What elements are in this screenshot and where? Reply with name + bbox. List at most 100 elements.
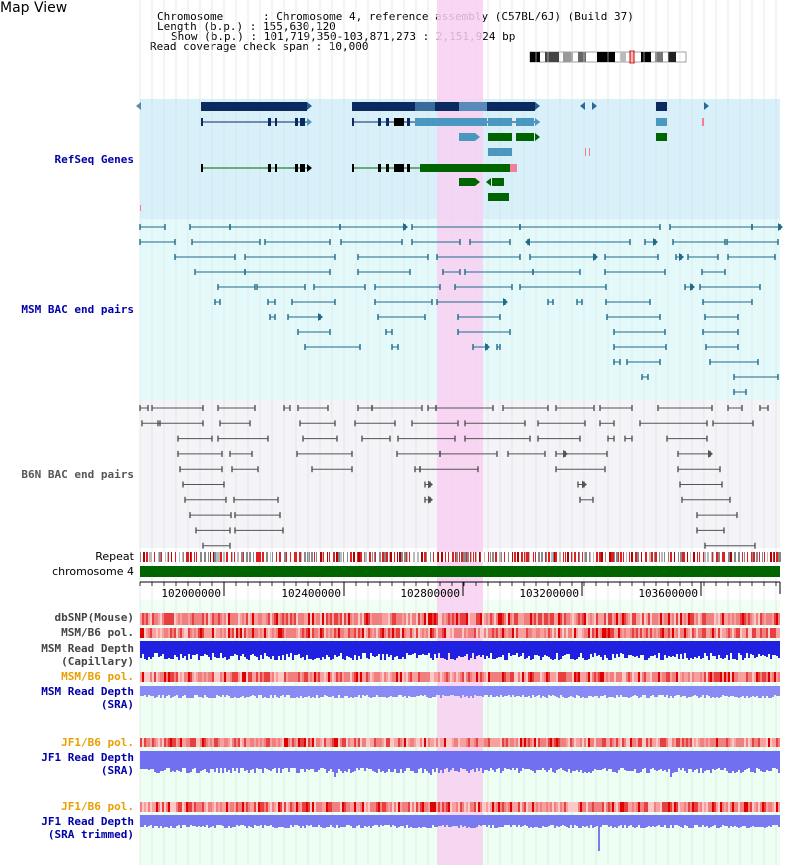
dbsnp-cell bbox=[180, 613, 182, 625]
jf1-depth-sra-bar bbox=[742, 751, 744, 772]
highlight-region[interactable] bbox=[437, 0, 483, 865]
msm-depth-sra-bar bbox=[308, 686, 310, 696]
label-jf1-read-depth-sra[interactable]: JF1 Read Depth bbox=[41, 751, 134, 764]
repeat-element bbox=[484, 552, 485, 562]
dbsnp-cell bbox=[712, 613, 714, 625]
msm-depth-cap-bar bbox=[272, 641, 274, 656]
jf1-depth-sra-bar bbox=[736, 751, 738, 772]
msm-depth-cap-bar bbox=[544, 641, 546, 655]
label-refseq-genes[interactable]: RefSeq Genes bbox=[54, 153, 134, 166]
gene-exon bbox=[488, 118, 512, 126]
repeat-element bbox=[370, 552, 371, 562]
jf1-depth-sra-bar bbox=[340, 751, 342, 771]
jf1-b6-pol-trim-cell bbox=[614, 802, 616, 812]
gene-exon bbox=[516, 133, 534, 141]
jf1-depth-trim-bar bbox=[166, 815, 168, 827]
msm-depth-cap-bar bbox=[542, 641, 544, 657]
msm-depth-sra-bar bbox=[712, 686, 714, 697]
jf1-depth-trim-bar bbox=[490, 815, 492, 828]
jf1-b6-pol-sra-cell bbox=[352, 738, 354, 747]
label-jf1-read-depth-trim[interactable]: JF1 Read Depth bbox=[41, 815, 134, 828]
msm-depth-sra-bar bbox=[410, 686, 412, 697]
gene-exon bbox=[407, 118, 410, 126]
jf1-depth-sra-bar bbox=[354, 751, 356, 771]
label-msm-read-depth-cap[interactable]: MSM Read Depth bbox=[41, 642, 134, 655]
jf1-b6-pol-sra-cell bbox=[682, 738, 684, 747]
gene-exon bbox=[268, 164, 271, 172]
msm-depth-sra-bar bbox=[328, 686, 330, 697]
msm-b6-pol-sra-cell bbox=[414, 672, 416, 682]
msm-b6-pol-sra-cell bbox=[440, 672, 442, 682]
read-depth-tracks[interactable] bbox=[140, 641, 780, 851]
msm-depth-cap-bar bbox=[686, 641, 688, 658]
msm-depth-sra-bar bbox=[704, 686, 706, 698]
dbsnp-cell bbox=[678, 613, 680, 625]
msm-depth-cap-bar bbox=[718, 641, 720, 655]
jf1-depth-sra-bar bbox=[306, 751, 308, 769]
dbsnp-cell bbox=[256, 613, 258, 625]
refseq-genes[interactable] bbox=[136, 102, 709, 211]
chromosome-bar[interactable] bbox=[140, 566, 780, 577]
msm-bac-pairs[interactable] bbox=[139, 223, 783, 395]
jf1-b6-pol-trim-cell bbox=[512, 802, 514, 812]
jf1-depth-sra-bar bbox=[734, 751, 736, 773]
label-msm-b6-pol-sra[interactable]: MSM/B6 pol. bbox=[61, 670, 134, 683]
jf1-depth-trim-bar bbox=[544, 815, 546, 827]
dbsnp-cell bbox=[284, 613, 286, 625]
jf1-depth-trim-bar bbox=[182, 815, 184, 825]
jf1-depth-sra-bar bbox=[540, 751, 542, 770]
jf1-b6-pol-trim-cell bbox=[668, 802, 670, 812]
jf1-depth-trim-bar bbox=[680, 815, 682, 827]
label-jf1-b6-pol-sra[interactable]: JF1/B6 pol. bbox=[61, 736, 134, 749]
label-msm-b6-pol[interactable]: MSM/B6 pol. bbox=[61, 626, 134, 639]
jf1-depth-sra-bar bbox=[704, 751, 706, 771]
label-msm-read-depth-sra[interactable]: MSM Read Depth bbox=[41, 685, 134, 698]
dbsnp-cell bbox=[428, 613, 430, 625]
jf1-depth-trim-bar bbox=[370, 815, 372, 828]
jf1-b6-pol-trim-cell bbox=[640, 802, 642, 812]
msm-b6-pol-sra-cell bbox=[250, 672, 252, 682]
jf1-depth-trim-bar bbox=[294, 815, 296, 825]
msm-depth-sra-bar bbox=[420, 686, 422, 695]
jf1-b6-pol-sra-cell bbox=[356, 738, 358, 747]
jf1-depth-trim-bar bbox=[638, 815, 640, 825]
msm-depth-cap-bar bbox=[344, 641, 346, 660]
dbsnp-cell bbox=[738, 613, 740, 625]
msm-depth-sra-bar bbox=[494, 686, 496, 697]
label-dbsnp[interactable]: dbSNP(Mouse) bbox=[54, 611, 134, 624]
jf1-depth-sra-bar bbox=[276, 751, 278, 773]
jf1-b6-pol-trim-cell bbox=[194, 802, 196, 812]
b6n-bac-pairs[interactable] bbox=[139, 405, 769, 549]
polymorphism-tracks[interactable] bbox=[140, 613, 780, 812]
dbsnp-cell bbox=[642, 613, 644, 625]
dbsnp-cell bbox=[590, 613, 592, 625]
label-chromosome[interactable]: chromosome 4 bbox=[52, 565, 134, 578]
jf1-b6-pol-trim-cell bbox=[412, 802, 414, 812]
jf1-depth-trim-bar bbox=[464, 815, 466, 826]
jf1-b6-pol-sra-cell bbox=[178, 738, 180, 747]
msm-b6-pol-sra-cell bbox=[668, 672, 670, 682]
label-jf1-b6-pol-trim[interactable]: JF1/B6 pol. bbox=[61, 800, 134, 813]
msm-b6-pol-cell bbox=[330, 628, 332, 638]
msm-b6-pol-sra-cell bbox=[498, 672, 500, 682]
repeat-element bbox=[541, 552, 543, 562]
jf1-depth-sra-bar bbox=[432, 751, 434, 769]
jf1-depth-sra-bar bbox=[528, 751, 530, 769]
jf1-b6-pol-sra-cell bbox=[246, 738, 248, 747]
repeat-track[interactable] bbox=[140, 552, 781, 562]
label-b6n-bac[interactable]: B6N BAC end pairs bbox=[21, 468, 134, 481]
msm-b6-pol-sra-cell bbox=[738, 672, 740, 682]
label-repeat[interactable]: Repeat bbox=[95, 550, 134, 563]
label-msm-bac[interactable]: MSM BAC end pairs bbox=[21, 303, 134, 316]
jf1-b6-pol-trim-cell bbox=[410, 802, 412, 812]
jf1-b6-pol-sra-cell bbox=[248, 738, 250, 747]
msm-b6-pol-cell bbox=[242, 628, 244, 638]
msm-depth-cap-bar bbox=[242, 641, 244, 654]
jf1-depth-trim-bar bbox=[244, 815, 246, 826]
jf1-depth-sra-bar bbox=[464, 751, 466, 769]
msm-b6-pol-sra-cell bbox=[198, 672, 200, 682]
jf1-b6-pol-trim-cell bbox=[566, 802, 568, 812]
jf1-depth-sra-bar bbox=[706, 751, 708, 770]
msm-depth-sra-bar bbox=[288, 686, 290, 695]
